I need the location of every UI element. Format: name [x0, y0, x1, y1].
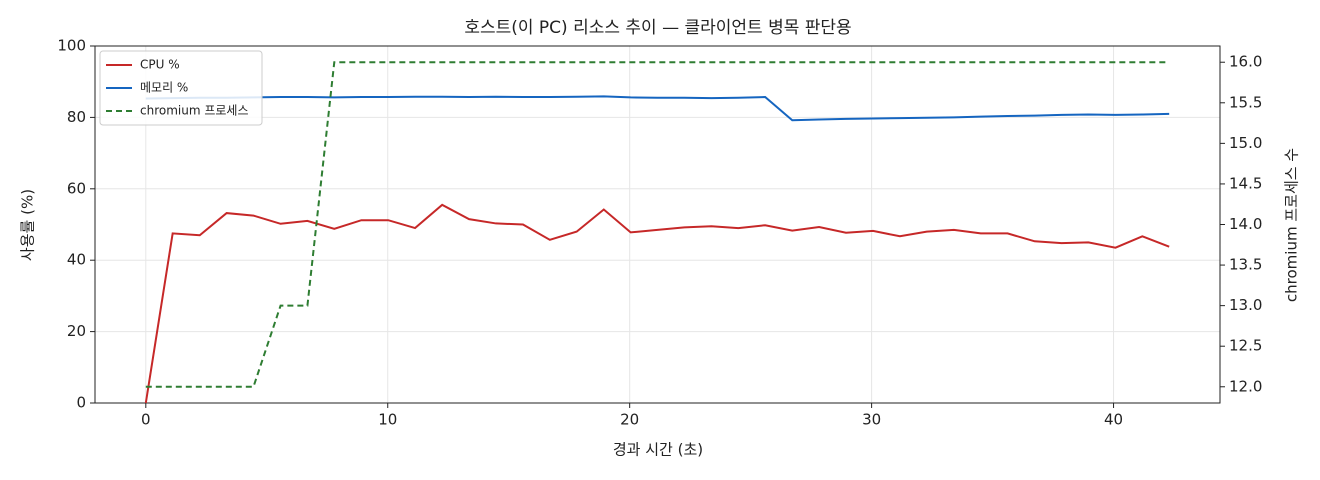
- y-tick-label: 40: [67, 251, 86, 269]
- y2-tick-label: 12.5: [1229, 337, 1262, 355]
- y-tick-label: 20: [67, 322, 86, 340]
- x-tick-label: 40: [1104, 411, 1123, 429]
- x-tick-label: 20: [620, 411, 639, 429]
- data-line: [145, 95, 1170, 122]
- y2-tick-label: 16.0: [1229, 53, 1262, 71]
- y-tick-label: 60: [67, 179, 86, 197]
- y2-tick-label: 13.0: [1229, 296, 1262, 314]
- data-line: [144, 203, 1170, 404]
- x-tick-label: 10: [378, 411, 397, 429]
- y-tick-label: 100: [57, 37, 86, 55]
- y2-axis-label: chromium 프로세스 수: [1283, 148, 1301, 302]
- y2-tick-label: 14.5: [1229, 174, 1262, 192]
- data-line: [145, 61, 1170, 388]
- y2-tick-label: 12.0: [1229, 377, 1262, 395]
- y-tick-label: 80: [67, 108, 86, 126]
- y2-tick-label: 13.5: [1229, 256, 1262, 274]
- legend-box: [99, 50, 263, 126]
- chart-title: 호스트(이 PC) 리소스 추이 — 클라이언트 병목 판단용: [464, 18, 851, 38]
- y2-tick-label: 15.5: [1229, 93, 1262, 111]
- plot-frame: [94, 45, 1221, 404]
- x-tick-label: 30: [862, 411, 881, 429]
- legend-label: chromium 프로세스: [140, 104, 249, 118]
- x-tick-label: 0: [141, 411, 151, 429]
- y2-tick-label: 14.0: [1229, 215, 1262, 233]
- legend-label: CPU %: [140, 58, 180, 72]
- y-tick-label: 0: [76, 394, 86, 412]
- legend-label: 메모리 %: [140, 81, 188, 95]
- y2-tick-label: 15.0: [1229, 134, 1262, 152]
- y-axis-label: 사용률 (%): [19, 189, 37, 261]
- x-axis-label: 경과 시간 (초): [613, 441, 703, 459]
